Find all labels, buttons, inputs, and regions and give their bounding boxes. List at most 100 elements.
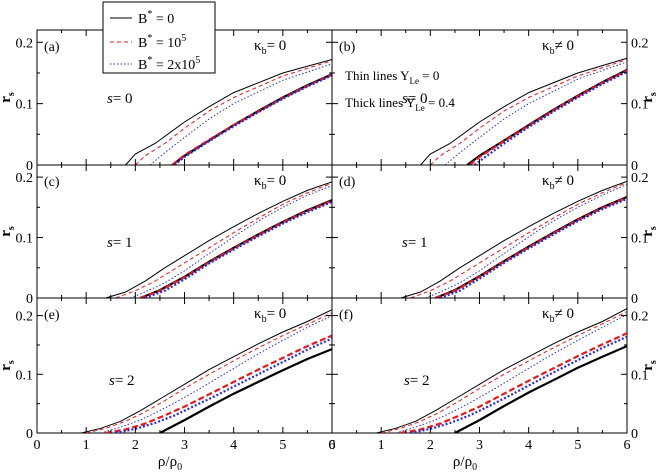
series-line-2	[86, 312, 332, 433]
kappa-label: κb= 0	[254, 38, 286, 57]
series-line-1	[420, 57, 627, 165]
legend-label-b1e5: B* = 105	[138, 33, 186, 51]
s-label: s= 1	[107, 235, 133, 251]
y-tick-label: 0	[26, 427, 33, 442]
y-tick-label: 0	[26, 159, 33, 174]
panel-label: (e)	[44, 308, 60, 323]
series-line-3	[130, 185, 332, 298]
y-tick-label: 0.1	[631, 98, 649, 113]
y-tick-label: 0.1	[631, 232, 649, 247]
y-tick-label: 0.2	[16, 171, 34, 186]
series-line-1	[125, 59, 332, 165]
x-tick-label: 4	[525, 438, 532, 453]
y-tick-label: 0.2	[631, 310, 649, 325]
series-group	[420, 57, 627, 165]
series-line-1	[105, 181, 332, 298]
panel-d: 0 0.1 0.2 rs (d) s= 1 κb≠ 0	[331, 164, 659, 307]
x-tick-label: 0	[34, 438, 41, 453]
x-tick-label: 2	[427, 438, 434, 453]
series-line-6	[410, 335, 627, 433]
s-label: s= 2	[404, 373, 430, 389]
x-tick-label: 6	[624, 438, 631, 453]
y-tick-label: 0	[631, 292, 638, 307]
y-axis-label: rs	[0, 360, 17, 371]
series-line-2	[115, 182, 332, 298]
series-group	[376, 308, 627, 433]
kappa-label: κb≠ 0	[542, 306, 574, 325]
panel-label: (d)	[339, 175, 356, 190]
y-tick-label: 0	[631, 427, 638, 442]
x-tick-label: 1	[83, 438, 90, 453]
series-group	[400, 180, 627, 298]
s-label: s= 2	[109, 373, 135, 389]
series-line-4	[139, 199, 332, 298]
y-tick-label: 0	[26, 292, 33, 307]
panel-label: (f)	[339, 308, 353, 323]
series-line-1	[376, 308, 627, 433]
series-line-3	[444, 61, 627, 165]
y-axis-label: rs	[640, 92, 659, 103]
kappa-label: κb= 0	[254, 173, 286, 192]
y-axis-label: rs	[0, 226, 17, 237]
legend-label-b0: B* = 0	[138, 9, 174, 27]
series-group	[81, 309, 332, 433]
series-line-5	[400, 332, 627, 433]
legend-box	[102, 1, 216, 74]
series-line-6	[174, 74, 332, 165]
legend: B* = 0 B* = 105 B* = 2x105	[102, 1, 216, 74]
x-tick-label: 5	[279, 438, 286, 453]
series-line-3	[100, 315, 332, 433]
x-axis-label-right: ρ/ρ0	[453, 454, 477, 473]
s-label: s= 0	[107, 91, 133, 107]
series-line-4	[466, 68, 627, 165]
panel-f: 0 1 2 3 4 5 600.10.2rs(f)s= 2κb≠ 0	[329, 297, 659, 453]
y-tick-label: 0.1	[16, 232, 34, 247]
series-line-3	[149, 63, 332, 165]
series-line-2	[429, 59, 627, 165]
panel-label: (c)	[44, 175, 60, 190]
series-line-3	[395, 313, 627, 433]
x-axis-label-left: ρ/ρ0	[158, 454, 182, 473]
panel-b: 0 0.1 0.2 rs (b) s= 0 κb≠ 0	[331, 29, 659, 174]
x-tick-label: 3	[181, 438, 188, 453]
series-line-1	[400, 180, 627, 298]
series-line-4	[454, 345, 627, 433]
plot-frame	[36, 297, 333, 434]
s-label: s= 0	[402, 91, 428, 107]
y-tick-label: 0.1	[16, 368, 34, 383]
x-tick-label: 0	[329, 438, 336, 453]
x-tick-label: 1	[378, 438, 385, 453]
panel-c: 0 0.1 0.2 rs (c) s= 1 κb= 0	[0, 164, 333, 307]
x-tick-label: 2	[132, 438, 139, 453]
series-line-5	[105, 334, 332, 433]
series-line-4	[159, 348, 332, 433]
y-axis-label: rs	[0, 92, 17, 103]
series-line-5	[171, 73, 332, 165]
x-tick-label: 6	[329, 438, 336, 453]
legend-label-b2e5: B* = 2x105	[138, 55, 200, 73]
note-thick-lines: Thick lines YLe = 0.4	[345, 95, 455, 113]
y-tick-label: 0.2	[631, 36, 649, 51]
panel-label: (b)	[339, 40, 356, 55]
y-axis-label: rs	[640, 360, 659, 371]
note-thin-lines: Thin lines YLe = 0	[345, 68, 439, 86]
series-line-2	[381, 311, 627, 433]
series-line-6	[473, 70, 627, 165]
y-tick-label: 0.2	[16, 310, 34, 325]
series-group	[125, 59, 332, 165]
series-line-2	[134, 60, 332, 165]
x-tick-label: 3	[476, 438, 483, 453]
series-line-4	[171, 73, 332, 165]
series-line-6	[439, 197, 627, 298]
y-tick-label: 0.2	[16, 36, 34, 51]
series-group	[105, 181, 332, 298]
y-tick-label: 0.1	[16, 98, 34, 113]
kappa-label: κb= 0	[254, 306, 286, 325]
series-line-5	[139, 199, 332, 298]
panels-layer: 0 0.1 0.2 rs (a) s= 0 κb= 0 0 0.1 0.2 rs (b) s= 0 κb≠…	[0, 29, 659, 453]
x-tick-label: 5	[574, 438, 581, 453]
x-tick-label: 4	[230, 438, 237, 453]
kappa-label: κb≠ 0	[542, 173, 574, 192]
series-line-2	[410, 182, 627, 298]
